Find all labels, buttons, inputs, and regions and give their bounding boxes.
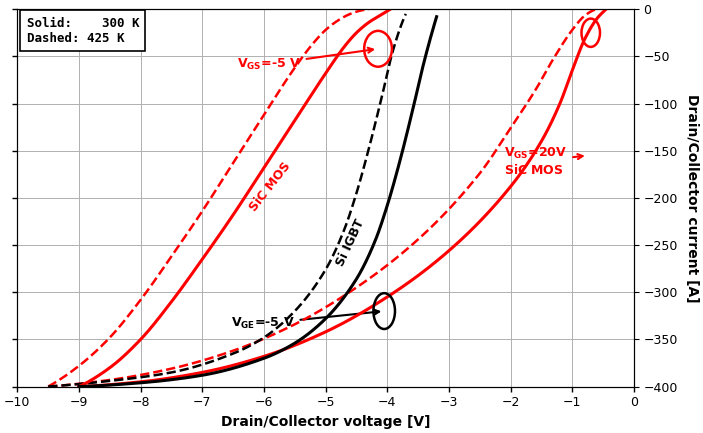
Text: $\mathbf{V_{GE}}$=-5 V: $\mathbf{V_{GE}}$=-5 V	[231, 310, 379, 331]
Y-axis label: Drain/Collector current [A]: Drain/Collector current [A]	[685, 94, 699, 302]
Text: $\mathbf{V_{GS}}$=20V
$\mathbf{SiC\ MOS}$: $\mathbf{V_{GS}}$=20V $\mathbf{SiC\ MOS}…	[505, 146, 583, 177]
Text: Solid:    300 K
Dashed: 425 K: Solid: 300 K Dashed: 425 K	[27, 17, 139, 45]
Text: SiC MOS: SiC MOS	[247, 159, 293, 213]
Text: Si IGBT: Si IGBT	[334, 217, 367, 269]
Text: $\mathbf{V_{GS}}$=-5 V: $\mathbf{V_{GS}}$=-5 V	[237, 48, 373, 72]
X-axis label: Drain/Collector voltage [V]: Drain/Collector voltage [V]	[221, 415, 430, 429]
